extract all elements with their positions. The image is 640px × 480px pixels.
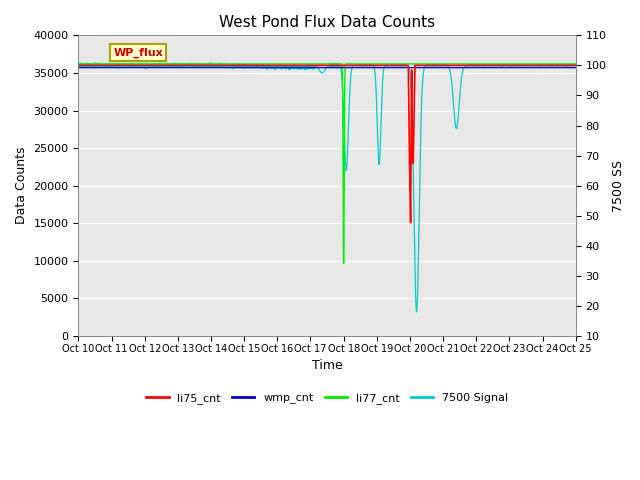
Text: WP_flux: WP_flux	[113, 48, 163, 58]
Legend: li75_cnt, wmp_cnt, li77_cnt, 7500 Signal: li75_cnt, wmp_cnt, li77_cnt, 7500 Signal	[142, 389, 512, 408]
Y-axis label: 7500 SS: 7500 SS	[612, 160, 625, 212]
X-axis label: Time: Time	[312, 359, 342, 372]
Y-axis label: Data Counts: Data Counts	[15, 147, 28, 225]
Title: West Pond Flux Data Counts: West Pond Flux Data Counts	[219, 15, 435, 30]
